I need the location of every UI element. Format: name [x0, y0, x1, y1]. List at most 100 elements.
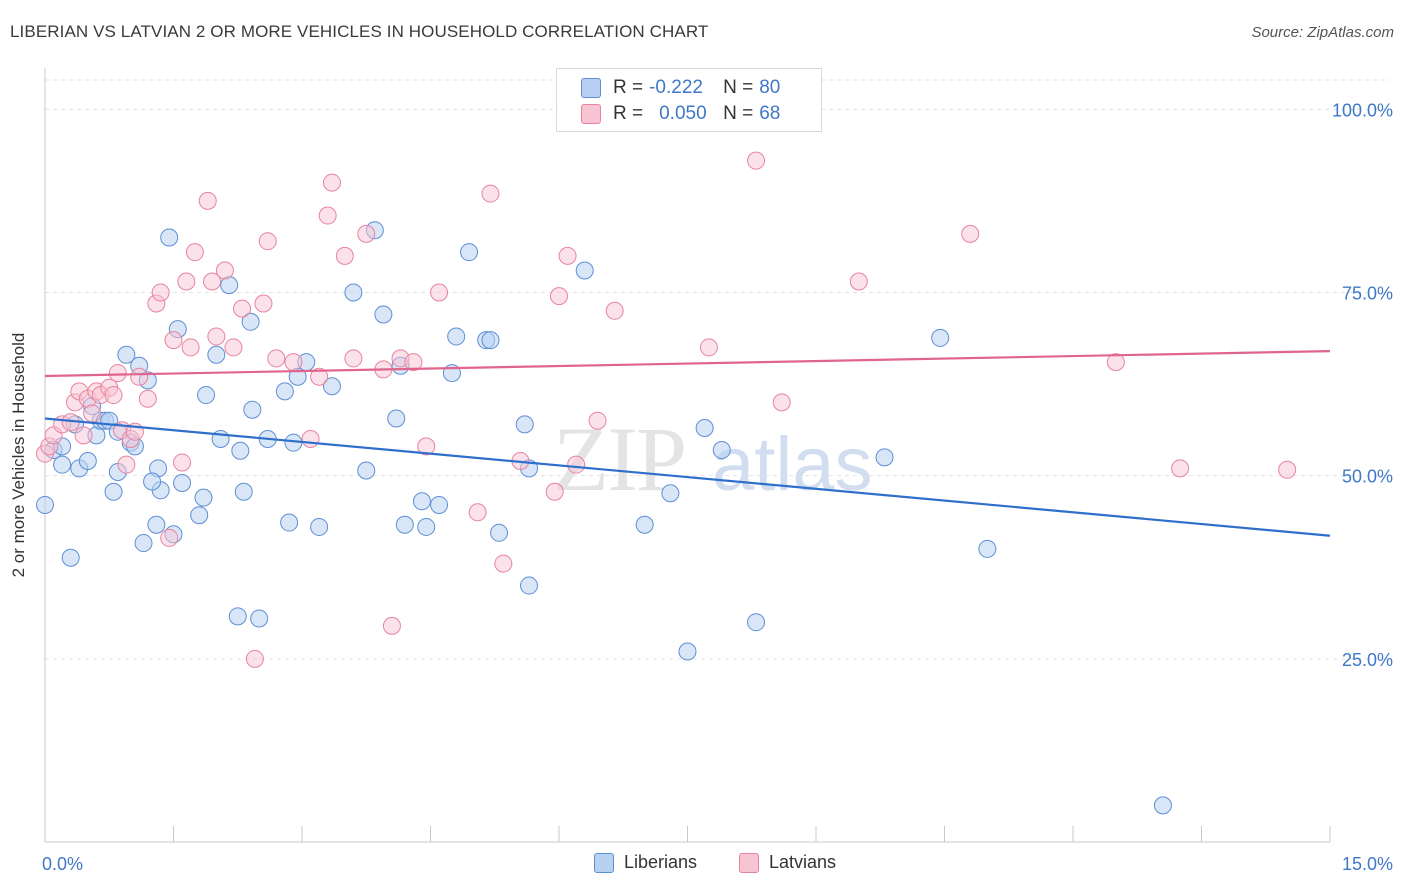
latvians-point [747, 151, 766, 170]
r-label: R = [613, 77, 644, 98]
latvians-point [284, 353, 303, 372]
legend-item-latvians[interactable]: Latvians [739, 852, 836, 873]
latvians-point [104, 386, 123, 405]
liberians-point [231, 441, 250, 460]
n-label: N = [723, 77, 754, 98]
liberians-point [275, 382, 294, 401]
latvians-point [185, 243, 204, 262]
liberians-point [160, 228, 179, 247]
latvians-point [173, 453, 192, 472]
liberians-point [1153, 796, 1172, 815]
latvians-point [254, 294, 273, 313]
latvians-point [160, 528, 179, 547]
latvians-point [1278, 460, 1297, 479]
legend-row-latvians: R = 0.050 N = 68 [581, 102, 780, 126]
liberians-point [194, 488, 213, 507]
latvians-point [588, 411, 607, 430]
latvians-point [417, 437, 436, 456]
liberians-point [678, 642, 697, 661]
latvians-point [430, 283, 449, 302]
liberians-point [241, 312, 260, 331]
liberians-point [173, 473, 192, 492]
liberians-point [250, 609, 269, 628]
liberians-n-value: 80 [759, 77, 781, 98]
y-tick-label: 25.0% [1342, 650, 1393, 670]
legend-item-liberians[interactable]: Liberians [594, 852, 697, 873]
latvians-point [322, 173, 341, 192]
trend-lines [44, 349, 1331, 537]
chart-title: LIBERIAN VS LATVIAN 2 OR MORE VEHICLES I… [10, 22, 709, 41]
liberians-point [395, 515, 414, 534]
latvians-point [404, 353, 423, 372]
liberians-point [243, 400, 262, 419]
liberians-point [134, 534, 153, 553]
latvians-point [130, 367, 149, 386]
latvians-point [74, 426, 93, 445]
latvians-point [245, 649, 264, 668]
latvians-trend-line [44, 349, 1331, 378]
y-tick-label: 50.0% [1342, 467, 1393, 487]
x-tick-label-max: 15.0% [1342, 854, 1393, 874]
latvians-point [138, 389, 157, 408]
latvians-legend-label: Latvians [769, 852, 837, 872]
liberians-point [310, 517, 329, 536]
latvians-point [558, 246, 577, 265]
latvians-point [567, 455, 586, 474]
liberians-point [447, 327, 466, 346]
latvians-point [215, 261, 234, 280]
latvians-point [335, 246, 354, 265]
liberians-point [417, 517, 436, 536]
latvians-point [699, 338, 718, 357]
liberians-point [515, 415, 534, 434]
legend-row-liberians: R = -0.222 N = 80 [581, 76, 780, 100]
liberians-point [712, 441, 731, 460]
liberians-point [280, 513, 299, 532]
latvians-point [550, 287, 568, 306]
latvians-point [198, 191, 217, 210]
latvians-point [207, 327, 226, 346]
liberians-point [430, 495, 449, 514]
y-tick-label: 100.0% [1332, 100, 1393, 120]
liberians-point [207, 345, 226, 364]
liberians-trend-line [44, 417, 1331, 537]
latvians-point [117, 455, 136, 474]
latvians-point [164, 331, 183, 350]
liberians-swatch [581, 78, 601, 98]
latvians-point [545, 482, 564, 501]
liberians-point [53, 455, 72, 474]
liberians-point [978, 539, 997, 558]
liberians-point [747, 613, 766, 632]
liberians-point [931, 328, 950, 347]
x-tick-label-min: 0.0% [42, 854, 83, 874]
liberians-point [357, 461, 376, 480]
liberians-points [36, 221, 1172, 815]
latvians-point [1171, 459, 1190, 478]
liberians-point [197, 386, 216, 405]
watermark-atlas: atlas [712, 422, 873, 507]
latvians-point [181, 338, 200, 357]
liberians-point [387, 409, 406, 428]
liberians-point [575, 261, 594, 280]
latvians-point [344, 349, 363, 368]
n-label: N = [723, 103, 754, 124]
liberians-point [374, 305, 393, 324]
latvians-point [357, 224, 376, 243]
latvians-point [494, 554, 513, 573]
correlation-legend: R = -0.222 N = 80 R = 0.050 N = 68 [556, 68, 822, 132]
liberians-point [190, 506, 209, 525]
liberians-point [36, 495, 54, 514]
latvians-point [203, 272, 222, 291]
latvians-point [318, 206, 337, 225]
liberians-point [412, 492, 431, 511]
liberians-point [460, 243, 479, 262]
latvians-swatch [581, 104, 601, 124]
latvians-point [301, 430, 320, 449]
liberians-point [875, 448, 894, 467]
latvians-point [233, 299, 252, 318]
latvians-point [310, 367, 329, 386]
latvians-r-value: 0.050 [659, 103, 707, 124]
latvians-point [849, 272, 868, 291]
latvians-point [481, 184, 500, 203]
liberians-point [104, 482, 123, 501]
y-axis-label: 2 or more Vehicles in Household [9, 332, 28, 578]
